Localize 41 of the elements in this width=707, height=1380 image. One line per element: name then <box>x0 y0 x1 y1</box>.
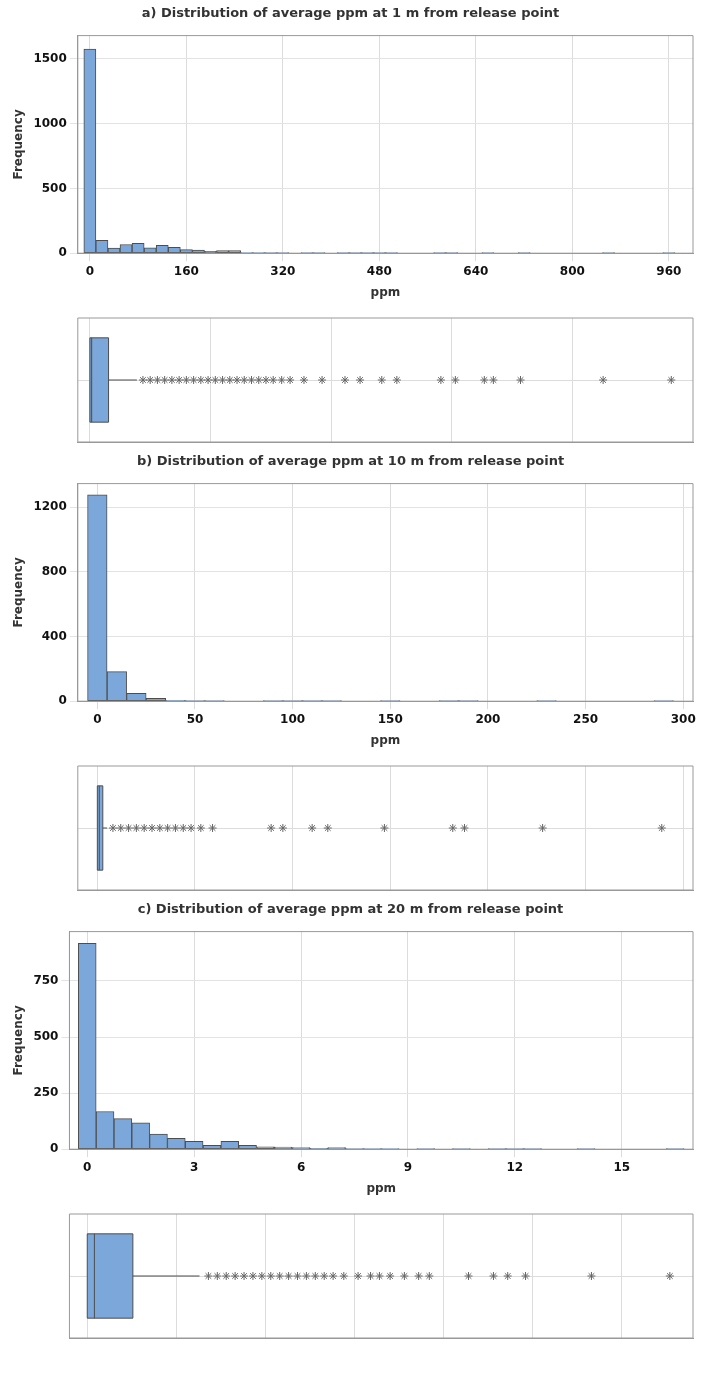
y-tick-label: 250 <box>33 1085 59 1100</box>
x-tick-label: 150 <box>377 711 403 726</box>
y-tick-label: 1200 <box>33 499 67 514</box>
x-axis-title: ppm <box>370 284 401 299</box>
x-axis-title: ppm <box>370 732 401 747</box>
x-tick-label: 300 <box>670 711 696 726</box>
y-tick-label: 0 <box>58 245 67 260</box>
x-tick-label: 6 <box>296 1159 306 1174</box>
x-tick-label: 320 <box>270 263 296 278</box>
chart-title: c) Distribution of average ppm at 20 m from release point <box>137 901 564 917</box>
y-tick-label: 400 <box>41 628 67 643</box>
y-tick-label: 500 <box>41 180 67 195</box>
x-tick-label: 15 <box>613 1159 631 1174</box>
y-tick-label: 500 <box>33 1029 59 1044</box>
x-tick-label: 960 <box>656 263 682 278</box>
x-tick-label: 0 <box>85 263 95 278</box>
x-tick-label: 12 <box>506 1159 524 1174</box>
x-tick-label: 200 <box>475 711 501 726</box>
x-tick-label: 800 <box>559 263 585 278</box>
x-tick-label: 50 <box>186 711 204 726</box>
x-tick-label: 640 <box>463 263 489 278</box>
y-axis-title: Frequency <box>11 557 26 628</box>
y-axis-title: Frequency <box>11 109 26 180</box>
x-axis-title: ppm <box>366 1180 397 1195</box>
chart-title: b) Distribution of average ppm at 10 m from release point <box>136 453 565 469</box>
x-tick-label: 100 <box>280 711 306 726</box>
y-tick-label: 800 <box>41 563 67 578</box>
y-tick-label: 1500 <box>33 51 67 66</box>
x-tick-label: 0 <box>83 1159 92 1174</box>
chart-title: a) Distribution of average ppm at 1 m from release point <box>141 5 560 21</box>
x-tick-label: 250 <box>573 711 599 726</box>
y-tick-label: 750 <box>33 973 59 988</box>
y-tick-label: 0 <box>58 693 67 708</box>
x-tick-label: 160 <box>173 263 199 278</box>
x-tick-label: 0 <box>93 711 102 726</box>
y-tick-label: 0 <box>50 1141 59 1156</box>
x-tick-label: 3 <box>189 1159 199 1174</box>
y-tick-label: 1000 <box>33 115 67 130</box>
x-tick-label: 480 <box>366 263 392 278</box>
x-tick-label: 9 <box>403 1159 413 1174</box>
y-axis-title: Frequency <box>11 1005 26 1076</box>
